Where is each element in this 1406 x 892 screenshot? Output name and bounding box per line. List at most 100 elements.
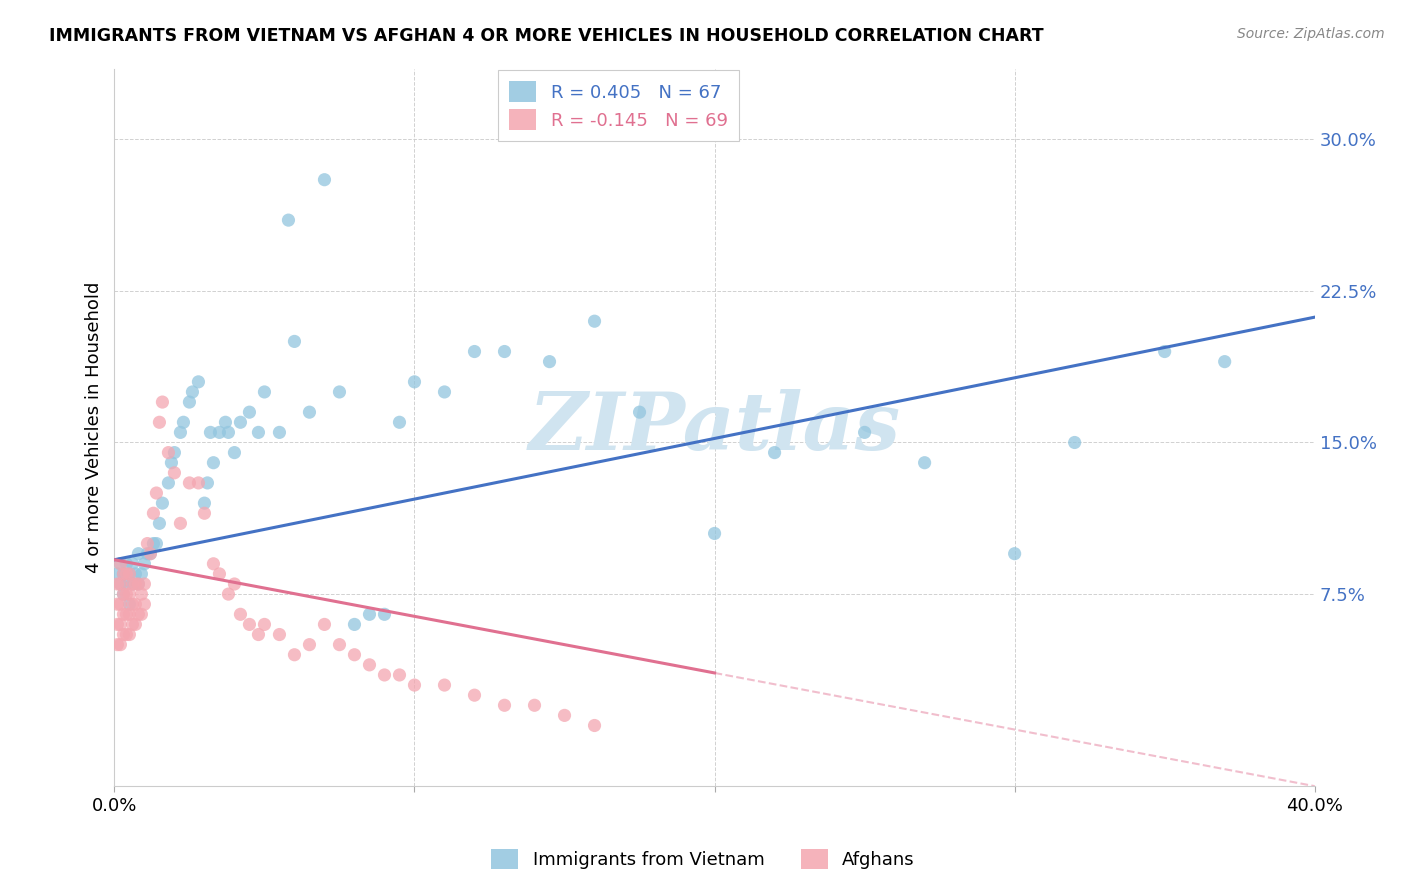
- Point: [134, 577, 156, 591]
- Text: Source: ZipAtlas.com: Source: ZipAtlas.com: [1237, 27, 1385, 41]
- Point: [433, 678, 456, 692]
- Point: [538, 354, 561, 368]
- Point: [208, 566, 231, 581]
- Point: [118, 627, 141, 641]
- Point: [112, 566, 135, 581]
- Point: [115, 627, 138, 641]
- Point: [463, 344, 485, 359]
- Point: [134, 597, 156, 611]
- Point: [253, 617, 276, 632]
- Point: [118, 566, 141, 581]
- Point: [163, 445, 186, 459]
- Point: [169, 425, 191, 440]
- Point: [157, 445, 180, 459]
- Point: [131, 607, 153, 622]
- Point: [127, 547, 149, 561]
- Point: [124, 566, 146, 581]
- Point: [112, 627, 135, 641]
- Point: [107, 597, 129, 611]
- Point: [494, 344, 516, 359]
- Point: [139, 547, 162, 561]
- Point: [298, 405, 321, 419]
- Point: [214, 415, 236, 429]
- Point: [127, 577, 149, 591]
- Point: [142, 536, 165, 550]
- Point: [107, 638, 129, 652]
- Point: [181, 384, 204, 399]
- Point: [583, 314, 606, 328]
- Point: [202, 456, 225, 470]
- Point: [115, 566, 138, 581]
- Text: IMMIGRANTS FROM VIETNAM VS AFGHAN 4 OR MORE VEHICLES IN HOUSEHOLD CORRELATION CH: IMMIGRANTS FROM VIETNAM VS AFGHAN 4 OR M…: [49, 27, 1043, 45]
- Point: [112, 566, 135, 581]
- Point: [148, 516, 170, 531]
- Point: [193, 506, 215, 520]
- Point: [298, 638, 321, 652]
- Point: [121, 597, 143, 611]
- Point: [373, 668, 395, 682]
- Point: [172, 415, 194, 429]
- Y-axis label: 4 or more Vehicles in Household: 4 or more Vehicles in Household: [86, 282, 103, 573]
- Point: [359, 657, 381, 672]
- Point: [193, 496, 215, 510]
- Point: [139, 547, 162, 561]
- Point: [224, 577, 246, 591]
- Point: [121, 577, 143, 591]
- Point: [388, 668, 411, 682]
- Point: [328, 384, 350, 399]
- Point: [583, 718, 606, 732]
- Point: [115, 557, 138, 571]
- Point: [283, 334, 305, 349]
- Point: [224, 445, 246, 459]
- Point: [107, 577, 129, 591]
- Text: ZIPatlas: ZIPatlas: [529, 389, 901, 467]
- Point: [314, 617, 336, 632]
- Point: [229, 415, 252, 429]
- Point: [112, 587, 135, 601]
- Point: [187, 475, 209, 490]
- Point: [145, 486, 167, 500]
- Point: [200, 425, 222, 440]
- Point: [763, 445, 786, 459]
- Point: [127, 577, 149, 591]
- Point: [136, 536, 159, 550]
- Point: [152, 496, 174, 510]
- Point: [112, 607, 135, 622]
- Point: [202, 557, 225, 571]
- Point: [121, 577, 143, 591]
- Point: [160, 456, 183, 470]
- Point: [179, 475, 201, 490]
- Point: [110, 638, 132, 652]
- Point: [110, 577, 132, 591]
- Point: [152, 395, 174, 409]
- Point: [121, 557, 143, 571]
- Point: [343, 648, 366, 662]
- Point: [523, 698, 546, 713]
- Point: [136, 547, 159, 561]
- Point: [554, 708, 576, 723]
- Point: [197, 475, 219, 490]
- Point: [373, 607, 395, 622]
- Point: [121, 617, 143, 632]
- Point: [238, 617, 260, 632]
- Point: [314, 172, 336, 186]
- Point: [107, 617, 129, 632]
- Point: [127, 607, 149, 622]
- Point: [187, 375, 209, 389]
- Point: [388, 415, 411, 429]
- Point: [115, 577, 138, 591]
- Point: [628, 405, 651, 419]
- Point: [163, 466, 186, 480]
- Point: [131, 587, 153, 601]
- Point: [404, 375, 426, 389]
- Point: [115, 607, 138, 622]
- Point: [404, 678, 426, 692]
- Point: [118, 597, 141, 611]
- Point: [110, 557, 132, 571]
- Point: [238, 405, 260, 419]
- Point: [110, 577, 132, 591]
- Point: [494, 698, 516, 713]
- Point: [148, 415, 170, 429]
- Point: [1213, 354, 1236, 368]
- Point: [134, 557, 156, 571]
